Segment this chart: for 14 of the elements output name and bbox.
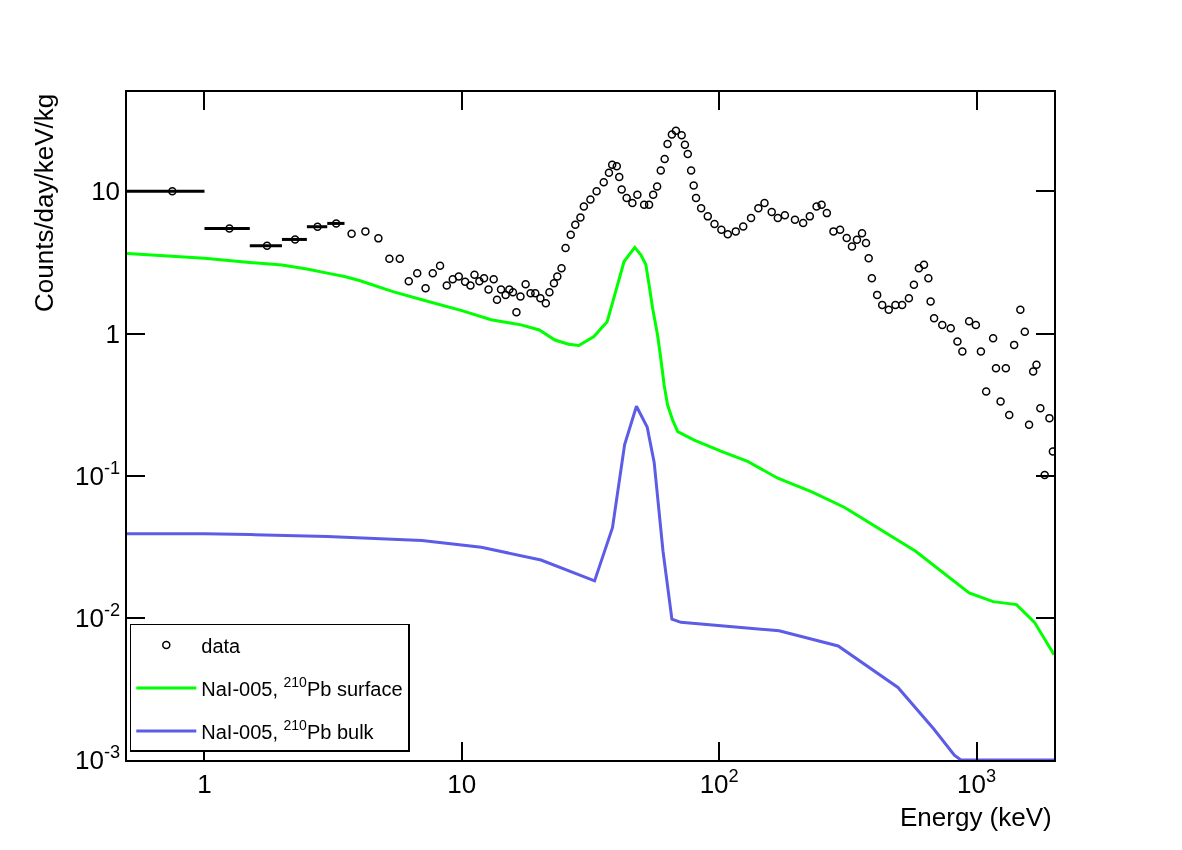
x-tick-label: 10$^{2}$ bbox=[699, 766, 739, 799]
y-axis-title: Counts/day/keV/kg bbox=[29, 93, 59, 312]
y-tick-label: 10 bbox=[91, 176, 121, 207]
legend-label: data bbox=[201, 634, 242, 657]
legend-label: NaI-005, $^{210}$Pb surface bbox=[201, 674, 403, 700]
x-tick-label: 10 bbox=[447, 768, 477, 799]
y-tick-label: 10$^{-1}$ bbox=[74, 457, 121, 491]
y-tick-label: 1 bbox=[105, 318, 121, 349]
y-tick-label: 10$^{-2}$ bbox=[74, 600, 121, 633]
x-tick-label: 1 bbox=[197, 768, 212, 799]
legend-label: NaI-005, $^{210}$Pb bulk bbox=[201, 717, 375, 743]
x-tick-label: 10$^{3}$ bbox=[957, 766, 997, 799]
y-tick-label: 10$^{-3}$ bbox=[74, 742, 121, 776]
x-axis-title: Energy (keV) bbox=[900, 802, 1052, 832]
